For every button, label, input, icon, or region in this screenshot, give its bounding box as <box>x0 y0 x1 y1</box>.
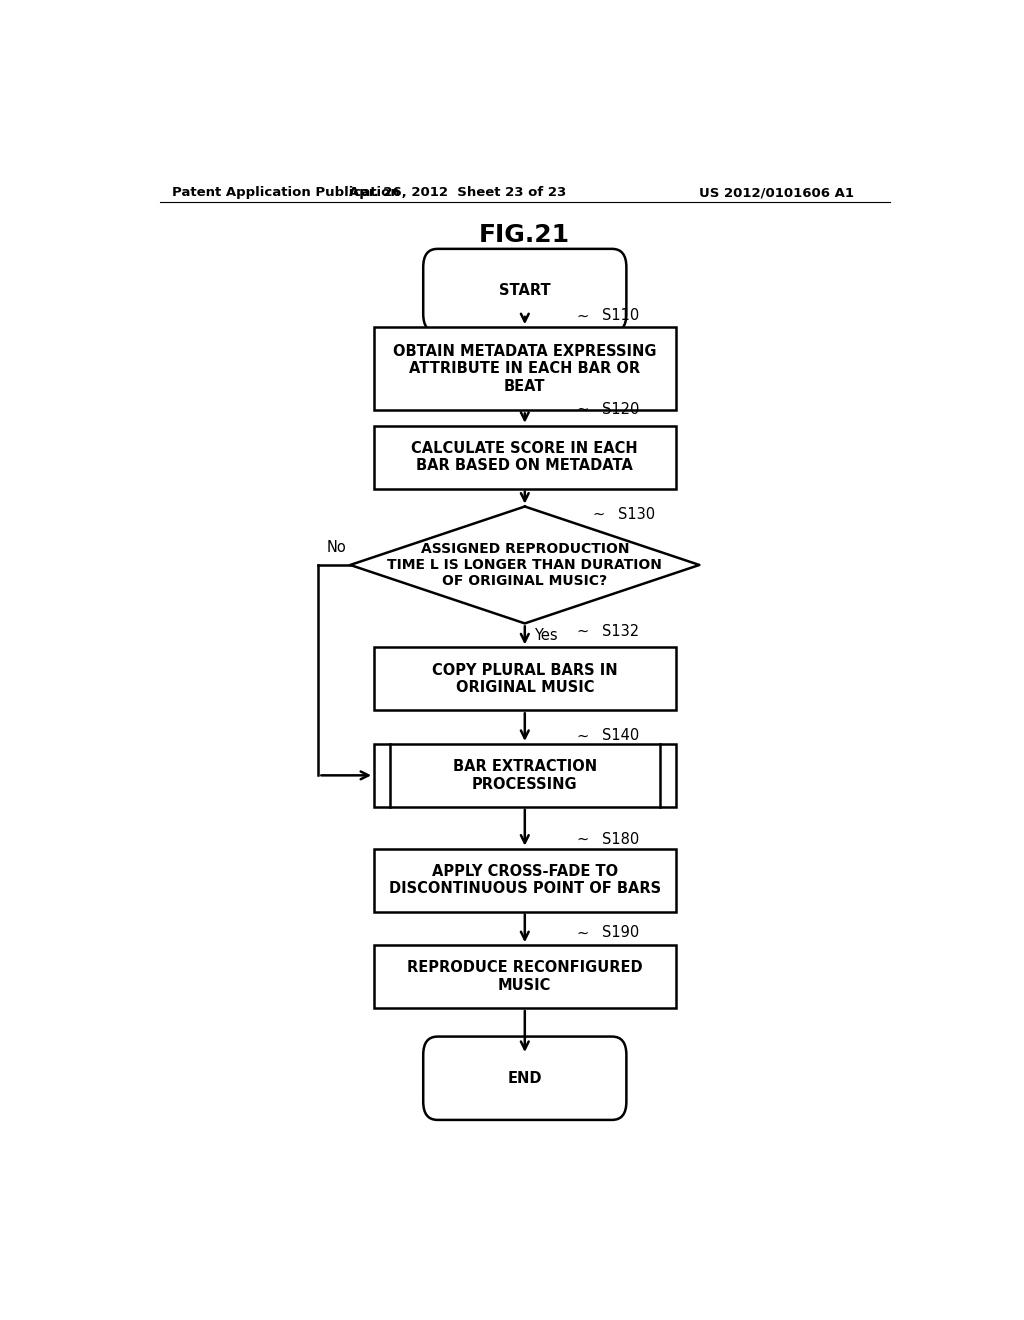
FancyBboxPatch shape <box>423 1036 627 1119</box>
Text: ∼: ∼ <box>577 623 589 639</box>
Text: Apr. 26, 2012  Sheet 23 of 23: Apr. 26, 2012 Sheet 23 of 23 <box>349 186 566 199</box>
Text: ∼: ∼ <box>577 832 589 847</box>
Text: S132: S132 <box>602 623 639 639</box>
Text: S190: S190 <box>602 925 639 940</box>
Text: ∼: ∼ <box>577 309 589 323</box>
Text: OBTAIN METADATA EXPRESSING
ATTRIBUTE IN EACH BAR OR
BEAT: OBTAIN METADATA EXPRESSING ATTRIBUTE IN … <box>393 345 656 393</box>
Text: ASSIGNED REPRODUCTION
TIME L IS LONGER THAN DURATION
OF ORIGINAL MUSIC?: ASSIGNED REPRODUCTION TIME L IS LONGER T… <box>387 541 663 589</box>
Text: S130: S130 <box>617 507 654 521</box>
Bar <box>374 426 676 488</box>
Text: APPLY CROSS-FADE TO
DISCONTINUOUS POINT OF BARS: APPLY CROSS-FADE TO DISCONTINUOUS POINT … <box>389 863 660 896</box>
Bar <box>374 647 676 710</box>
Text: FIG.21: FIG.21 <box>479 223 570 247</box>
Text: S120: S120 <box>602 403 639 417</box>
Text: BAR EXTRACTION
PROCESSING: BAR EXTRACTION PROCESSING <box>453 759 597 792</box>
Bar <box>374 744 676 807</box>
Polygon shape <box>350 507 699 623</box>
Bar <box>374 327 676 411</box>
Text: END: END <box>508 1071 542 1086</box>
Text: ∼: ∼ <box>577 729 589 743</box>
Text: S110: S110 <box>602 309 639 323</box>
Text: ∼: ∼ <box>577 403 589 417</box>
Text: US 2012/0101606 A1: US 2012/0101606 A1 <box>699 186 854 199</box>
Bar <box>374 849 676 912</box>
Text: REPRODUCE RECONFIGURED
MUSIC: REPRODUCE RECONFIGURED MUSIC <box>407 961 643 993</box>
Bar <box>374 945 676 1008</box>
FancyBboxPatch shape <box>423 249 627 333</box>
Text: S140: S140 <box>602 729 639 743</box>
Text: S180: S180 <box>602 832 639 847</box>
Text: ∼: ∼ <box>577 925 589 940</box>
Text: No: No <box>327 540 346 554</box>
Text: Patent Application Publication: Patent Application Publication <box>172 186 399 199</box>
Text: Yes: Yes <box>535 628 558 643</box>
Text: ∼: ∼ <box>592 507 604 521</box>
Text: START: START <box>499 282 551 298</box>
Text: COPY PLURAL BARS IN
ORIGINAL MUSIC: COPY PLURAL BARS IN ORIGINAL MUSIC <box>432 663 617 696</box>
Text: CALCULATE SCORE IN EACH
BAR BASED ON METADATA: CALCULATE SCORE IN EACH BAR BASED ON MET… <box>412 441 638 474</box>
